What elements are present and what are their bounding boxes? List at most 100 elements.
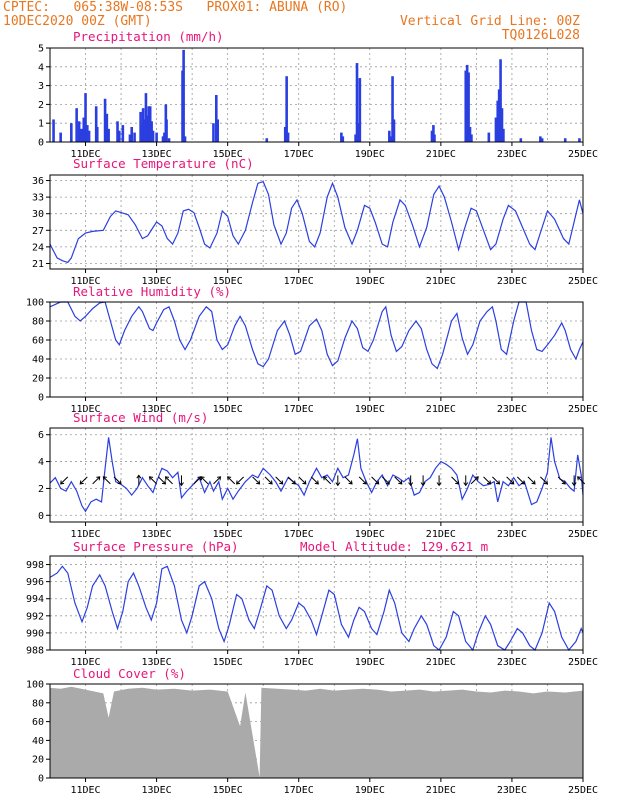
cloud-xtick-label: 21DEC bbox=[426, 785, 456, 796]
wind-arrow-shaft bbox=[540, 476, 548, 485]
precip-bar bbox=[496, 100, 500, 142]
pres-xtick-label: 13DEC bbox=[142, 657, 172, 668]
wind-ytick-label: 4 bbox=[38, 457, 44, 468]
precip-bar bbox=[470, 134, 473, 142]
wind-arrow-head bbox=[256, 480, 261, 485]
precip-bar bbox=[494, 117, 498, 142]
precip-bar bbox=[433, 134, 436, 142]
wind-panel: Surface Wind (m/s) 0 2 4 6 11DEC 13DEC 15DEC 17D… bbox=[38, 410, 598, 540]
wind-arrow-shaft bbox=[492, 476, 500, 485]
wind-arrow-head bbox=[322, 476, 328, 481]
wind-arrow-shaft bbox=[149, 476, 157, 485]
precip-bar bbox=[285, 76, 288, 142]
precip-bar bbox=[216, 119, 220, 142]
precip-ytick-label: 2 bbox=[38, 100, 44, 111]
cloud-xtick-label: 15DEC bbox=[213, 785, 243, 796]
precip-xtick-label: 21DEC bbox=[426, 149, 456, 160]
precip-bar bbox=[540, 138, 544, 142]
wind-arrow-head bbox=[79, 480, 84, 485]
wind-xtick-label: 15DEC bbox=[213, 529, 243, 540]
temp-xtick-label: 23DEC bbox=[497, 276, 527, 287]
precip-bar bbox=[143, 119, 146, 142]
precip-bar bbox=[430, 130, 434, 142]
precip-bar bbox=[182, 49, 185, 142]
grid-note: Vertical Grid Line: 00Z bbox=[399, 14, 580, 29]
precip-bar bbox=[286, 132, 290, 142]
wind-xtick-label: 17DEC bbox=[284, 529, 314, 540]
wind-arrow-head bbox=[510, 480, 515, 485]
wind-arrow-shaft bbox=[287, 476, 296, 485]
pres-ytick-label: 992 bbox=[26, 611, 44, 622]
precip-bar bbox=[133, 132, 136, 142]
wind-arrow-shaft bbox=[344, 476, 353, 485]
precip-bar bbox=[167, 138, 171, 142]
precip-bar bbox=[70, 123, 73, 142]
wind-xtick-label: 23DEC bbox=[497, 529, 527, 540]
precip-bar bbox=[116, 121, 119, 142]
precip-bar bbox=[105, 113, 109, 142]
precip-bar bbox=[82, 117, 86, 142]
wind-xtick-label: 25DEC bbox=[568, 529, 598, 540]
pres-series-line bbox=[49, 565, 584, 652]
precip-bar bbox=[432, 125, 435, 142]
precip-bar bbox=[391, 76, 394, 142]
precip-bar bbox=[539, 136, 542, 142]
wind-arrow-shaft bbox=[102, 476, 111, 485]
precip-bar bbox=[468, 126, 472, 142]
wind-arrow-head bbox=[268, 480, 273, 485]
wind-arrow-shaft bbox=[193, 476, 202, 485]
wind-arrow-head bbox=[436, 482, 442, 487]
cloud-area bbox=[50, 686, 583, 778]
precip-ytick-label: 4 bbox=[38, 62, 44, 73]
precip-xtick-label: 19DEC bbox=[355, 149, 385, 160]
precip-bar bbox=[340, 132, 343, 142]
wind-ytick-label: 2 bbox=[38, 484, 44, 495]
wind-arrow-shaft bbox=[275, 476, 284, 485]
precip-bar bbox=[86, 125, 89, 142]
cloud-ytick-label: 20 bbox=[32, 755, 44, 766]
rh-frame bbox=[49, 301, 584, 398]
precip-bar bbox=[214, 95, 218, 142]
wind-arrow-shaft bbox=[527, 476, 536, 485]
rh-ytick-label: 20 bbox=[32, 374, 44, 385]
wind-arrow-head bbox=[291, 480, 296, 485]
pres-ytick-label: 994 bbox=[26, 594, 44, 605]
rh-xtick-label: 23DEC bbox=[497, 404, 527, 415]
wind-arrow-shaft bbox=[310, 476, 319, 485]
wind-title: Surface Wind (m/s) bbox=[73, 410, 208, 425]
wind-arrow-head bbox=[335, 482, 341, 487]
wind-arrow-head bbox=[279, 480, 284, 485]
pres-xtick-label: 23DEC bbox=[497, 657, 527, 668]
wind-arrow-shaft bbox=[323, 476, 332, 485]
precip-bar bbox=[103, 98, 107, 142]
wind-arrow-shaft bbox=[506, 476, 515, 485]
precip-bar bbox=[84, 93, 87, 142]
temp-xtick-label: 13DEC bbox=[142, 276, 172, 287]
cloud-xtick-label: 23DEC bbox=[497, 785, 527, 796]
wind-arrow-head bbox=[314, 480, 319, 485]
temp-xtick-label: 15DEC bbox=[213, 276, 243, 287]
cloud-ytick-label: 80 bbox=[32, 698, 44, 709]
pres-ytick-label: 988 bbox=[26, 646, 44, 657]
wind-arrow-shaft bbox=[264, 476, 273, 485]
wind-arrow-head bbox=[236, 480, 241, 485]
temp-title: Surface Temperature (nC) bbox=[73, 156, 254, 171]
precip-bar bbox=[354, 134, 357, 142]
pres-subtitle: Model Altitude: 129.621 m bbox=[300, 539, 488, 554]
wind-arrow-head bbox=[102, 476, 107, 481]
temp-xtick-label: 25DEC bbox=[568, 276, 598, 287]
wind-xtick-label: 21DEC bbox=[426, 529, 456, 540]
precip-bar bbox=[94, 106, 98, 142]
wind-arrow-head bbox=[302, 480, 307, 485]
wind-arrow-shaft bbox=[358, 476, 367, 485]
temp-xtick-label: 19DEC bbox=[355, 276, 385, 287]
cloud-frame bbox=[49, 683, 584, 779]
temp-ytick-label: 24 bbox=[32, 242, 44, 253]
wind-arrow-head bbox=[96, 476, 101, 481]
precip-bar bbox=[141, 108, 145, 142]
wind-ytick-label: 0 bbox=[38, 511, 44, 522]
wind-arrow-head bbox=[398, 480, 403, 485]
precip-bar bbox=[467, 72, 470, 142]
precip-bar bbox=[139, 111, 142, 142]
